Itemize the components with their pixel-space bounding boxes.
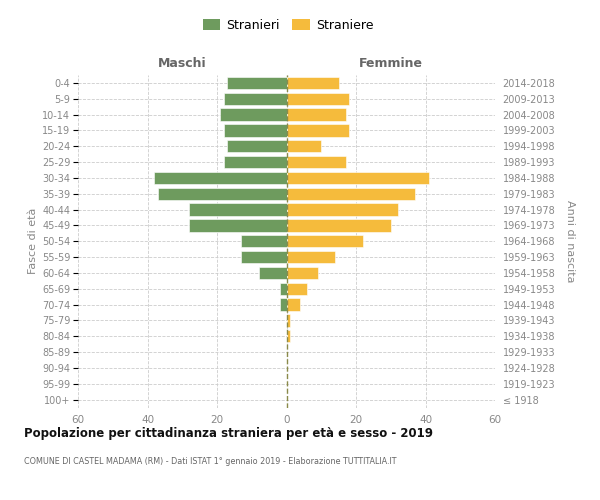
Bar: [287, 124, 349, 136]
Bar: [287, 314, 290, 326]
Bar: [287, 251, 335, 264]
Bar: [241, 251, 287, 264]
Bar: [158, 188, 287, 200]
Bar: [287, 266, 318, 279]
Bar: [287, 92, 349, 105]
Text: Femmine: Femmine: [359, 57, 423, 70]
Bar: [287, 140, 321, 152]
Bar: [287, 219, 391, 232]
Bar: [154, 172, 287, 184]
Text: Popolazione per cittadinanza straniera per età e sesso - 2019: Popolazione per cittadinanza straniera p…: [24, 428, 433, 440]
Bar: [287, 188, 415, 200]
Bar: [280, 298, 287, 311]
Bar: [227, 76, 287, 89]
Bar: [280, 282, 287, 295]
Legend: Stranieri, Straniere: Stranieri, Straniere: [197, 14, 379, 37]
Y-axis label: Anni di nascita: Anni di nascita: [565, 200, 575, 282]
Bar: [287, 282, 307, 295]
Bar: [227, 140, 287, 152]
Bar: [287, 108, 346, 121]
Bar: [287, 156, 346, 168]
Text: COMUNE DI CASTEL MADAMA (RM) - Dati ISTAT 1° gennaio 2019 - Elaborazione TUTTITA: COMUNE DI CASTEL MADAMA (RM) - Dati ISTA…: [24, 458, 397, 466]
Bar: [189, 204, 287, 216]
Bar: [287, 204, 398, 216]
Bar: [220, 108, 287, 121]
Bar: [287, 235, 363, 248]
Bar: [287, 172, 429, 184]
Y-axis label: Fasce di età: Fasce di età: [28, 208, 38, 274]
Bar: [287, 330, 290, 342]
Bar: [224, 124, 287, 136]
Bar: [241, 235, 287, 248]
Text: Maschi: Maschi: [158, 57, 206, 70]
Bar: [224, 156, 287, 168]
Bar: [287, 76, 338, 89]
Bar: [224, 92, 287, 105]
Bar: [189, 219, 287, 232]
Bar: [287, 298, 301, 311]
Bar: [259, 266, 287, 279]
